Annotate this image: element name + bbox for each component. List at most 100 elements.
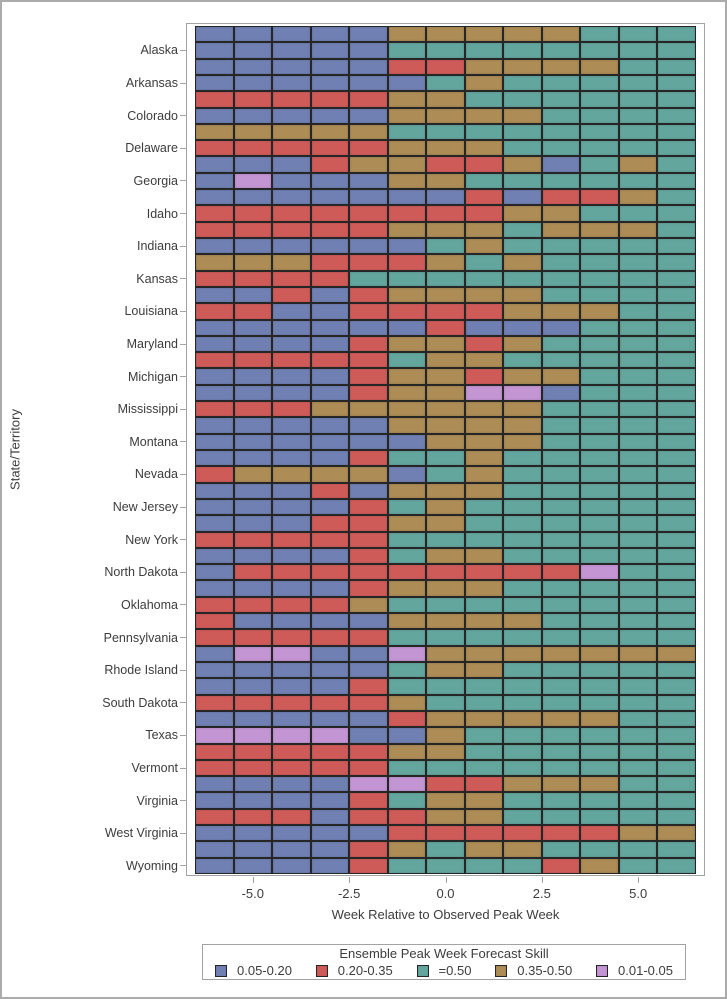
heatmap-cell (618, 482, 658, 499)
heatmap-cell (387, 303, 427, 320)
heatmap-cell (580, 531, 619, 548)
heatmap-cell (310, 727, 350, 744)
heatmap-cell (541, 645, 581, 662)
heatmap-cell (195, 74, 234, 92)
heatmap-cell (349, 205, 388, 222)
heatmap-cell (272, 237, 311, 255)
heatmap-cell (541, 547, 581, 565)
heatmap-cell (195, 26, 234, 43)
heatmap-cell (618, 335, 658, 353)
heatmap-cell (464, 694, 504, 711)
heatmap-cell (541, 221, 581, 238)
heatmap-cell (233, 270, 273, 287)
heatmap-cell (387, 547, 427, 565)
heatmap-cell (503, 498, 542, 516)
heatmap-cell (503, 433, 542, 450)
heatmap-cell (657, 172, 696, 190)
y-axis-label: Alaska (140, 43, 178, 58)
heatmap-cell (272, 42, 311, 59)
heatmap-cell (464, 482, 504, 499)
heatmap-cell (387, 531, 427, 548)
x-tick-mark (541, 877, 543, 883)
heatmap-cell (272, 417, 311, 434)
heatmap-cell (233, 303, 273, 320)
heatmap-cell (464, 564, 504, 581)
heatmap-cell (657, 319, 696, 336)
heatmap-cell (310, 74, 350, 92)
heatmap-cell (541, 433, 581, 450)
heatmap-cell (464, 678, 504, 695)
heatmap-cell (310, 743, 350, 760)
heatmap-cell (195, 694, 234, 711)
heatmap-cell (657, 759, 696, 777)
heatmap-cell (195, 710, 234, 728)
heatmap-cell (464, 613, 504, 630)
heatmap-cell (233, 319, 273, 336)
heatmap-cell (541, 368, 581, 385)
heatmap-cell (657, 42, 696, 59)
heatmap-cell (464, 531, 504, 548)
heatmap-cell (580, 629, 619, 646)
heatmap-cell (387, 808, 427, 826)
heatmap-cell (272, 368, 311, 385)
heatmap-cell (310, 26, 350, 43)
heatmap-cell (349, 825, 388, 842)
heatmap-cell (349, 91, 388, 108)
y-tick-mark (180, 245, 186, 247)
heatmap-cell (387, 172, 427, 190)
heatmap-cell (580, 808, 619, 826)
heatmap-cell (618, 319, 658, 336)
y-tick-mark (180, 604, 186, 606)
heatmap-cell (426, 547, 465, 565)
heatmap-cell (580, 678, 619, 695)
heatmap-cell (349, 401, 388, 418)
heatmap-cell (310, 515, 350, 532)
heatmap-cell (426, 140, 465, 157)
heatmap-cell (541, 825, 581, 842)
legend-entry-label: =0.50 (438, 963, 472, 978)
heatmap-cell (426, 286, 465, 304)
x-axis-title: Week Relative to Observed Peak Week (331, 907, 560, 922)
heatmap-cell (310, 42, 350, 59)
heatmap-cell (272, 254, 311, 271)
heatmap-cell (541, 531, 581, 548)
heatmap-cell (503, 580, 542, 597)
heatmap-cell (195, 613, 234, 630)
heatmap-cell (426, 58, 465, 75)
heatmap-cell (426, 189, 465, 206)
heatmap-cell (387, 743, 427, 760)
heatmap-cell (541, 107, 581, 124)
heatmap-cell (310, 270, 350, 287)
heatmap-cell (618, 26, 658, 43)
heatmap-cell (618, 564, 658, 581)
heatmap-cell (580, 352, 619, 369)
heatmap-cell (195, 107, 234, 124)
heatmap-cell (618, 205, 658, 222)
heatmap-cell (195, 254, 234, 271)
heatmap-cell (310, 498, 350, 516)
heatmap-cell (310, 661, 350, 679)
heatmap-cell (464, 808, 504, 826)
heatmap-cell (618, 172, 658, 190)
heatmap-cell (618, 156, 658, 173)
y-axis-label: Delaware (125, 141, 178, 156)
heatmap-cell (426, 156, 465, 173)
heatmap-cell (426, 466, 465, 483)
heatmap-cell (503, 156, 542, 173)
y-axis-label: Nevada (134, 467, 178, 482)
heatmap-cell (233, 678, 273, 695)
heatmap-cell (618, 613, 658, 630)
heatmap-cell (349, 759, 388, 777)
heatmap-cell (503, 466, 542, 483)
heatmap-cell (580, 825, 619, 842)
heatmap-cell (503, 564, 542, 581)
heatmap-cell (310, 449, 350, 467)
heatmap-cell (349, 123, 388, 141)
x-axis-tick-label: 5.0 (629, 886, 648, 901)
heatmap-cell (349, 417, 388, 434)
heatmap-cell (387, 710, 427, 728)
heatmap-cell (657, 58, 696, 75)
heatmap-cell (657, 221, 696, 238)
plot-area (186, 23, 705, 876)
heatmap-cell (657, 661, 696, 679)
